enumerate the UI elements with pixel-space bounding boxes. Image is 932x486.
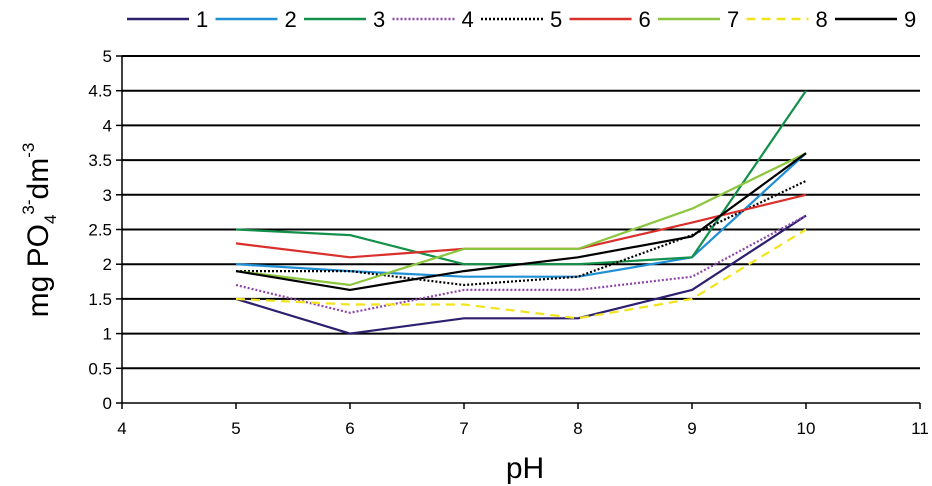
x-tick-label: 4 [117, 419, 126, 438]
legend-label-4: 4 [462, 7, 474, 32]
series-line-8 [235, 228, 807, 320]
series-line-2 [235, 152, 807, 278]
gridlines [122, 55, 920, 370]
y-tick-label: 1.5 [88, 290, 112, 309]
x-tick-label: 9 [687, 419, 696, 438]
legend-label-8: 8 [816, 7, 828, 32]
legend-label-2: 2 [285, 7, 297, 32]
legend-label-7: 7 [727, 7, 739, 32]
y-tick-label: 4 [103, 116, 112, 135]
y-tick-label: 3 [103, 186, 112, 205]
legend: 1 2 3 4 5 6 7 8 9 [127, 7, 916, 32]
legend-label-9: 9 [904, 7, 916, 32]
x-tick-label: 8 [573, 419, 582, 438]
y-tick-label: 2 [103, 255, 112, 274]
legend-label-1: 1 [196, 7, 208, 32]
series-line-1 [235, 214, 807, 335]
series-lines [235, 90, 807, 335]
legend-label-3: 3 [373, 7, 385, 32]
y-axis-title-unit-exponent: -3 [19, 143, 38, 158]
y-tick-label: 4.5 [88, 82, 112, 101]
y-tick-label: 1 [103, 325, 112, 344]
y-axis-title-superscript: 3- [19, 199, 38, 214]
x-tick-label: 11 [911, 419, 929, 438]
axes: 0 0.5 1 1.5 2 2.5 3 3.5 4 4.5 5 4 5 6 7 8 9 10 11 [88, 47, 928, 438]
x-tick-label: 6 [345, 419, 354, 438]
y-axis-title-unit: dm [22, 158, 55, 200]
y-axis-title: mg PO43-dm-3 [19, 143, 60, 318]
y-tick-label: 3.5 [88, 151, 112, 170]
series-line-9 [235, 152, 807, 291]
legend-label-5: 5 [550, 7, 562, 32]
y-axis-title-base: mg PO [22, 224, 55, 317]
series-line-5 [236, 179, 807, 287]
y-tick-label: 0 [103, 394, 112, 413]
y-tick-label: 5 [103, 47, 112, 66]
legend-label-6: 6 [639, 7, 651, 32]
y-tick-label: 0.5 [88, 359, 112, 378]
y-tick-label: 2.5 [88, 221, 112, 240]
series-line-4 [235, 214, 807, 314]
x-tick-label: 10 [797, 419, 816, 438]
series-line-7 [235, 152, 807, 287]
y-axis-title-subscript: 4 [41, 215, 60, 224]
series-line-3 [235, 90, 807, 266]
x-tick-label: 5 [231, 419, 240, 438]
x-tick-label: 7 [459, 419, 468, 438]
x-axis-title: pH [506, 452, 544, 485]
